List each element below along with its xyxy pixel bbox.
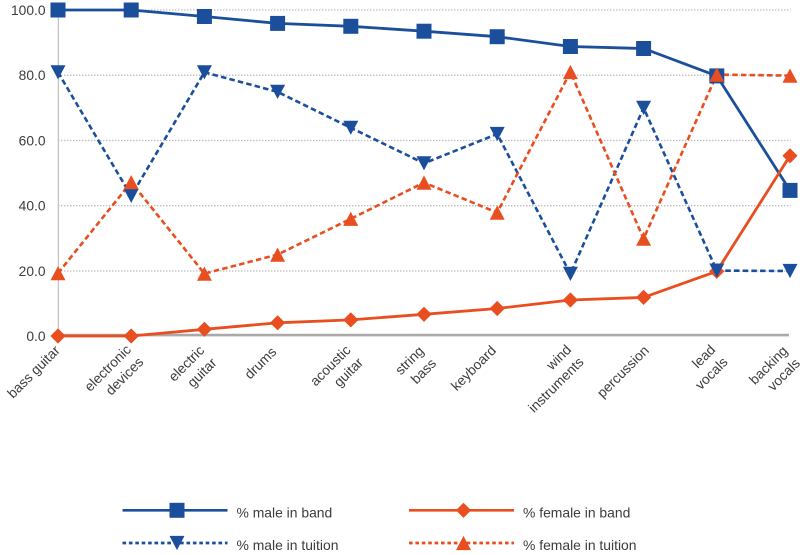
svg-text:60.0: 60.0 (19, 133, 46, 148)
svg-text:% female in band: % female in band (523, 504, 630, 520)
svg-text:0.0: 0.0 (26, 329, 46, 344)
svg-text:100.0: 100.0 (11, 3, 46, 18)
svg-text:80.0: 80.0 (19, 68, 46, 83)
svg-text:% male in tuition: % male in tuition (237, 537, 339, 553)
svg-text:40.0: 40.0 (19, 199, 46, 214)
svg-text:% male in band: % male in band (237, 504, 333, 520)
svg-text:% female in tuition: % female in tuition (523, 537, 637, 553)
svg-text:20.0: 20.0 (19, 264, 46, 279)
